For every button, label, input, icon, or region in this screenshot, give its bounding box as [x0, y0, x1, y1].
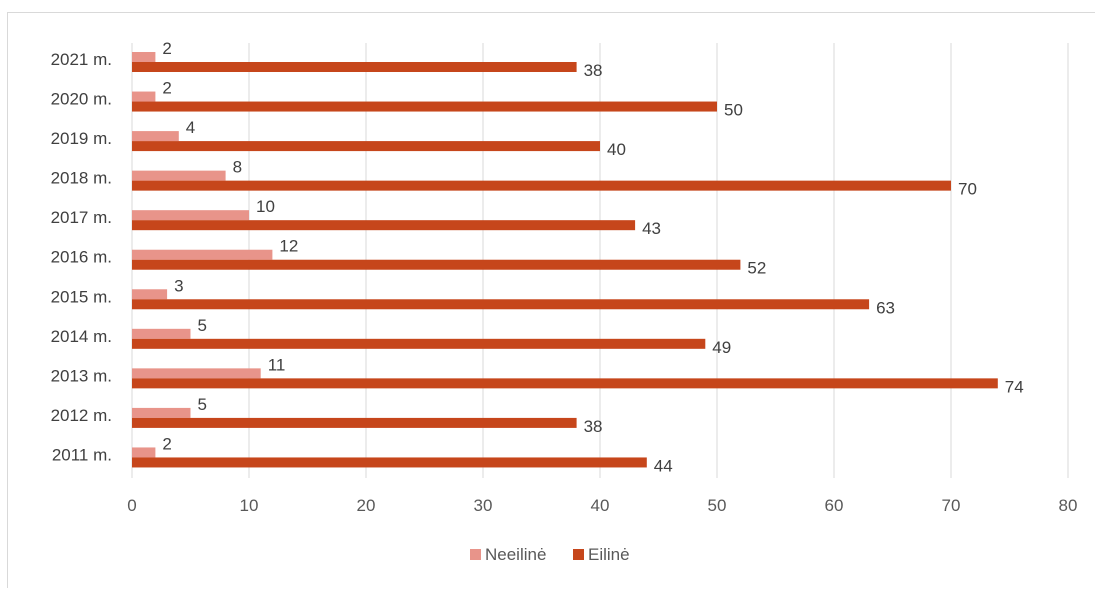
- data-label: 11: [268, 355, 286, 374]
- data-label: 5: [198, 316, 207, 335]
- data-label: 2: [162, 79, 171, 98]
- bar-eiline: [132, 101, 717, 112]
- data-label: 2: [162, 39, 171, 58]
- bar-neeiline: [132, 328, 191, 339]
- bar-neeiline: [132, 407, 191, 418]
- x-tick-label-80: 80: [1059, 496, 1078, 515]
- bar-eiline: [132, 378, 998, 389]
- data-label: 8: [233, 158, 242, 177]
- category-label: 2018 m.: [51, 169, 112, 188]
- x-tick-label-70: 70: [942, 496, 961, 515]
- category-label: 2019 m.: [51, 129, 112, 148]
- chart-frame: [7, 12, 1095, 588]
- category-label: 2012 m.: [51, 406, 112, 425]
- data-label: 38: [584, 61, 603, 80]
- category-label: 2017 m.: [51, 208, 112, 227]
- category-label: 2016 m.: [51, 248, 112, 267]
- bar-eiline: [132, 259, 741, 270]
- category-label: 2013 m.: [51, 366, 112, 385]
- data-label: 12: [279, 237, 298, 256]
- bar-eiline: [132, 457, 647, 468]
- x-tick-label-20: 20: [357, 496, 376, 515]
- x-tick-label-30: 30: [474, 496, 493, 515]
- bar-eiline: [132, 299, 870, 310]
- bars: [132, 52, 998, 468]
- category-label: 2020 m.: [51, 90, 112, 109]
- x-tick-label-40: 40: [591, 496, 610, 515]
- data-label: 2: [162, 434, 171, 453]
- data-label: 43: [642, 219, 661, 238]
- legend-swatch-neeiline: [470, 549, 481, 560]
- x-tick-label-0: 0: [127, 496, 136, 515]
- data-label: 50: [724, 101, 743, 120]
- category-label: 2014 m.: [51, 327, 112, 346]
- data-label: 49: [712, 338, 731, 357]
- bar-eiline: [132, 141, 600, 152]
- bar-neeiline: [132, 131, 179, 142]
- data-label: 40: [607, 140, 626, 159]
- data-label: 5: [198, 395, 207, 414]
- bar-eiline: [132, 220, 636, 231]
- x-tick-label-10: 10: [240, 496, 259, 515]
- data-label: 38: [584, 417, 603, 436]
- bar-neeiline: [132, 52, 156, 62]
- legend-swatch-eiline: [573, 549, 584, 560]
- data-label: 63: [876, 298, 895, 317]
- bar-neeiline: [132, 210, 249, 221]
- x-tick-label-50: 50: [708, 496, 727, 515]
- category-label: 2015 m.: [51, 287, 112, 306]
- legend-label-neeiline: Neeilinė: [485, 545, 546, 564]
- x-tick-label-60: 60: [825, 496, 844, 515]
- legend-label-eiline: Eilinė: [588, 545, 630, 564]
- bar-neeiline: [132, 289, 168, 300]
- bar-eiline: [132, 338, 706, 349]
- bar-neeiline: [132, 91, 156, 102]
- bar-eiline: [132, 62, 577, 72]
- data-label: 74: [1005, 377, 1024, 396]
- data-label: 4: [186, 118, 195, 137]
- category-label: 2011 m.: [52, 445, 112, 464]
- bar-neeiline: [132, 249, 273, 260]
- data-label: 3: [174, 276, 183, 295]
- category-label: 2021 m.: [51, 50, 112, 69]
- data-label: 10: [256, 197, 275, 216]
- legend: Neeilinė Eilinė: [470, 545, 630, 564]
- data-label: 52: [747, 259, 766, 278]
- bar-neeiline: [132, 447, 156, 458]
- bar-neeiline: [132, 368, 261, 379]
- data-label: 70: [958, 180, 977, 199]
- data-label: 44: [654, 456, 673, 475]
- bar-neeiline: [132, 170, 226, 181]
- bar-eiline: [132, 417, 577, 428]
- bar-eiline: [132, 180, 951, 191]
